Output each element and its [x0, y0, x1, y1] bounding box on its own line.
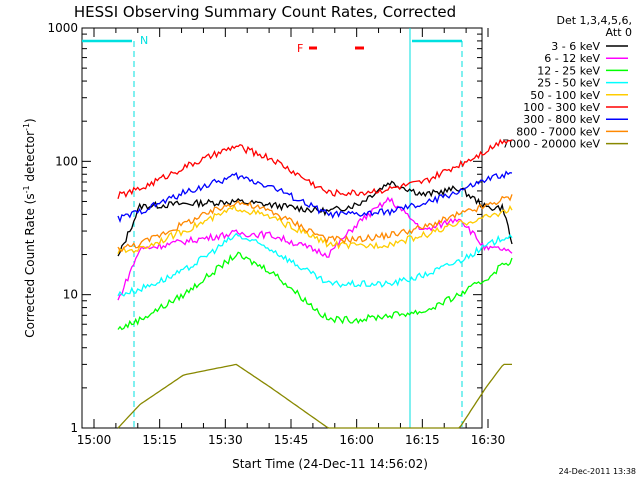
series-line-5: [117, 138, 513, 199]
series-line-2: [117, 251, 513, 331]
flare-label: F: [297, 42, 303, 55]
series-line-1: [117, 196, 513, 301]
x-tick-label: 16:00: [339, 433, 374, 447]
legend-label-0: 3 - 6 keV: [551, 40, 600, 53]
x-tick-label: 15:30: [208, 433, 243, 447]
footer-date: 24-Dec-2011 13:38: [559, 467, 636, 476]
x-axis-label: Start Time (24-Dec-11 14:56:02): [232, 457, 428, 471]
x-tick-label: 16:30: [471, 433, 506, 447]
y-axis-label-mid: detector: [23, 131, 37, 186]
plot-area: 1 10 100 1000 15:00 15:15 15:30 15:45 16:00 16:15…: [47, 21, 513, 447]
y-axis-label-sup2: -1: [22, 123, 31, 131]
series-line-4: [117, 203, 513, 254]
legend-label-4: 50 - 100 keV: [530, 89, 600, 102]
plot-frame: [81, 27, 483, 429]
x-tick-label: 15:45: [274, 433, 309, 447]
legend-label-3: 25 - 50 keV: [537, 77, 600, 90]
night-label: N: [140, 34, 148, 47]
y-axis-label-sup1: -1: [22, 185, 31, 193]
legend-label-2: 12 - 25 keV: [537, 64, 600, 77]
legend-label-6: 300 - 800 keV: [523, 113, 600, 126]
legend-header-1: Det 1,3,4,5,6,: [556, 14, 632, 27]
x-tick-label: 16:15: [405, 433, 440, 447]
legend-label-5: 100 - 300 keV: [523, 101, 600, 114]
legend-header-2: Att 0: [606, 26, 632, 39]
series-line-3: [117, 232, 513, 297]
x-tick-label: 15:15: [142, 433, 177, 447]
y-tick-label: 100: [55, 154, 78, 168]
y-tick-label: 10: [63, 288, 78, 302]
series-line-6: [117, 170, 513, 224]
legend-label-8: 7000 - 20000 keV: [502, 138, 600, 151]
y-axis-label: Corrected Count Rate (s-1 detector-1): [22, 118, 37, 337]
y-axis-label-end: ): [23, 118, 37, 123]
x-tick-label: 15:00: [77, 433, 112, 447]
legend-label-7: 800 - 7000 keV: [516, 125, 600, 138]
series-line-8: [117, 363, 512, 429]
y-tick-label: 1: [70, 421, 78, 435]
y-axis-label-main: Corrected Count Rate (s: [23, 193, 37, 337]
y-tick-label: 1000: [47, 21, 78, 35]
series-line-7: [117, 194, 513, 252]
chart-title: HESSI Observing Summary Count Rates, Cor…: [74, 3, 456, 21]
legend-label-1: 6 - 12 keV: [544, 52, 600, 65]
